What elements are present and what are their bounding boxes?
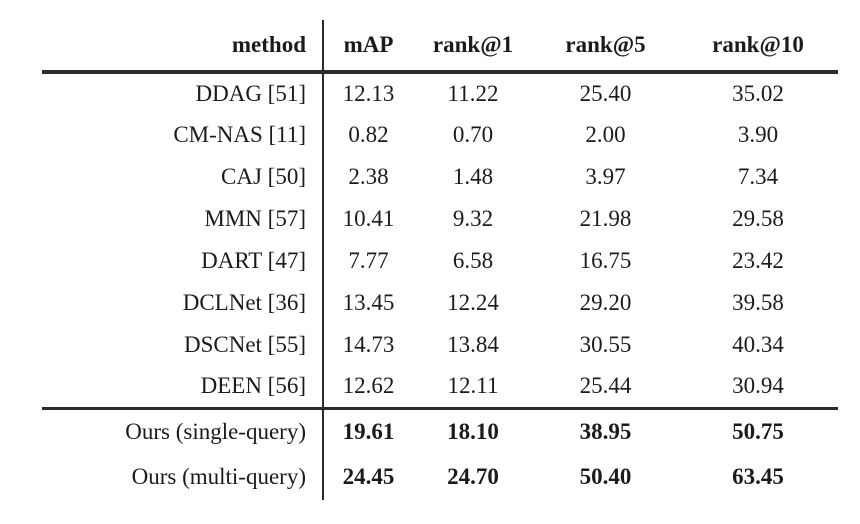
value-cell: 1.48 [452, 164, 494, 189]
column-header-rank10: rank@10 [678, 20, 838, 74]
table-row: DEEN [56] 12.62 12.11 25.44 30.94 [42, 366, 838, 408]
value-cell: 13.84 [447, 332, 499, 357]
value-cell: 13.45 [342, 290, 395, 315]
value-cell: 35.02 [732, 81, 784, 106]
method-cell: DART [47] [42, 240, 324, 282]
method-cell: CM-NAS [11] [42, 114, 324, 156]
value-cell: 21.98 [579, 206, 632, 231]
table-row: CM-NAS [11] 0.82 0.70 2.00 3.90 [42, 114, 838, 156]
column-header-rank1: rank@1 [413, 20, 533, 74]
value-cell: 10.41 [342, 206, 395, 231]
value-cell: 25.44 [579, 373, 632, 399]
method-cell: Ours (multi-query) [42, 454, 324, 500]
value-cell: 12.11 [447, 373, 499, 399]
table-row: DART [47] 7.77 6.58 16.75 23.42 [42, 240, 838, 282]
table-row: DSCNet [55] 14.73 13.84 30.55 40.34 [42, 324, 838, 366]
header-row: method mAP rank@1 rank@5 rank@10 [42, 20, 838, 74]
value-cell: 25.40 [579, 81, 632, 106]
table-row: DDAG [51] 12.13 11.22 25.40 35.02 [42, 72, 838, 114]
table-row-ours-multi-query: Ours (multi-query) 24.45 24.70 50.40 63.… [42, 454, 838, 500]
value-cell: 63.45 [732, 464, 784, 489]
value-cell: 40.34 [732, 332, 784, 357]
method-cell: DCLNet [36] [42, 282, 324, 324]
table-row: CAJ [50] 2.38 1.48 3.97 7.34 [42, 156, 838, 198]
value-cell: 18.10 [413, 406, 533, 454]
value-cell: 39.58 [732, 290, 784, 315]
value-cell: 12.24 [447, 290, 499, 315]
value-cell: 16.75 [579, 248, 632, 273]
value-cell: 24.70 [447, 464, 499, 489]
value-cell: 14.73 [342, 332, 395, 357]
value-cell: 19.61 [323, 406, 413, 454]
method-cell: DSCNet [55] [42, 324, 324, 366]
value-cell: 23.42 [732, 248, 784, 273]
value-cell: 38.95 [533, 406, 678, 454]
table-row: MMN [57] 10.41 9.32 21.98 29.58 [42, 198, 838, 240]
value-cell: 3.97 [585, 164, 626, 189]
value-cell: 6.58 [452, 248, 494, 273]
value-cell: 7.34 [737, 164, 779, 189]
value-cell: 12.13 [342, 81, 395, 106]
table-row-ours-single-query: Ours (single-query) 19.61 18.10 38.95 50… [42, 406, 838, 454]
value-cell: 2.38 [348, 164, 389, 189]
value-cell: 29.58 [732, 206, 784, 231]
value-cell: 50.40 [579, 464, 632, 489]
method-cell: Ours (single-query) [42, 406, 324, 454]
method-cell: MMN [57] [42, 198, 324, 240]
value-cell: 12.62 [342, 373, 395, 399]
value-cell: 2.00 [585, 122, 626, 147]
column-header-rank5: rank@5 [533, 20, 678, 74]
value-cell: 0.82 [348, 122, 389, 147]
value-cell: 29.20 [579, 290, 632, 315]
value-cell: 30.94 [732, 373, 784, 399]
table-row: DCLNet [36] 13.45 12.24 29.20 39.58 [42, 282, 838, 324]
column-header-method: method [42, 20, 324, 74]
method-cell: DDAG [51] [42, 72, 324, 114]
value-cell: 3.90 [737, 122, 779, 147]
value-cell: 11.22 [447, 81, 499, 106]
value-cell: 7.77 [348, 248, 389, 273]
method-cell: CAJ [50] [42, 156, 324, 198]
value-cell: 0.70 [452, 122, 494, 147]
value-cell: 30.55 [579, 332, 632, 357]
value-cell: 9.32 [452, 206, 494, 231]
method-cell: DEEN [56] [42, 366, 324, 408]
column-header-map: mAP [323, 20, 413, 74]
results-table: method mAP rank@1 rank@5 rank@10 DDAG [5… [42, 20, 838, 500]
value-cell: 50.75 [678, 406, 838, 454]
value-cell: 24.45 [342, 464, 395, 489]
